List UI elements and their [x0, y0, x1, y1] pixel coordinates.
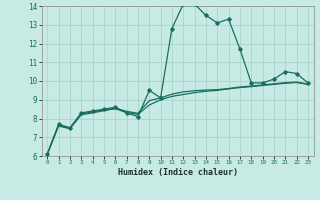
X-axis label: Humidex (Indice chaleur): Humidex (Indice chaleur): [118, 168, 237, 177]
